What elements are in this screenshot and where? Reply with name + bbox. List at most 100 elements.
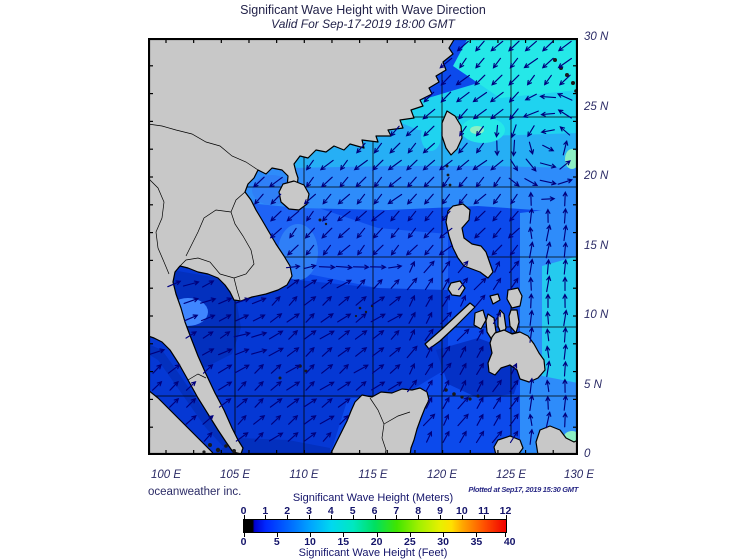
meters-tick: 0 xyxy=(240,505,247,517)
lon-label: 100 E xyxy=(150,469,182,481)
country-border-line xyxy=(185,209,232,257)
lat-label: 5 N xyxy=(584,378,602,391)
island-speck xyxy=(370,304,374,308)
lat-label: 0 xyxy=(584,448,591,460)
feet-tick: 15 xyxy=(337,536,350,548)
colorbar-tick xyxy=(476,533,478,537)
colorbar-tick xyxy=(330,515,332,519)
island-speck xyxy=(208,443,212,447)
sea-taiwan-strait xyxy=(421,121,441,151)
land-taiwan xyxy=(441,110,463,156)
colorbar-tick xyxy=(243,515,245,519)
lat-label: 25 N xyxy=(584,100,609,113)
meters-tick: 7 xyxy=(393,505,400,517)
land-panay xyxy=(473,309,487,330)
colorbar-tick xyxy=(343,533,345,537)
country-border-line xyxy=(147,123,259,171)
lat-label: 30 N xyxy=(584,31,609,43)
meters-tick: 10 xyxy=(455,505,468,517)
lat-label: 10 N xyxy=(584,309,609,321)
country-border-line xyxy=(177,257,221,275)
feet-tick: 0 xyxy=(240,536,247,548)
lon-label: 120 E xyxy=(426,469,458,481)
small-islands xyxy=(202,58,578,454)
land-borneo xyxy=(329,387,430,456)
meters-tick: 12 xyxy=(499,505,512,517)
island-speck xyxy=(571,81,575,85)
feet-tick: 20 xyxy=(370,536,383,548)
colorbar-tick xyxy=(504,533,506,537)
island-speck xyxy=(354,314,358,318)
island-speck xyxy=(446,173,450,177)
country-borders xyxy=(147,123,411,456)
landmasses xyxy=(147,37,579,456)
colorbar-tick xyxy=(243,533,245,537)
colorbar-tick xyxy=(310,533,312,537)
colorbar-tick xyxy=(409,533,411,537)
land-hainan xyxy=(278,180,310,211)
meters-tick: 11 xyxy=(478,505,490,517)
colorbar-tick xyxy=(443,533,445,537)
island-speck xyxy=(278,376,282,380)
island-speck xyxy=(215,447,221,453)
meters-tick: 9 xyxy=(437,505,443,517)
colorbar-tick xyxy=(505,515,507,519)
colorbar-tick xyxy=(352,515,354,519)
feet-tick: 5 xyxy=(273,536,280,548)
lon-label: 105 E xyxy=(219,469,251,481)
island-speck xyxy=(448,183,452,187)
island-speck xyxy=(304,369,308,373)
colorbar-tick xyxy=(376,533,378,537)
country-border-line xyxy=(147,177,170,275)
lon-label: 125 E xyxy=(495,469,527,481)
land-sulawesi-west xyxy=(493,435,524,456)
island-speck xyxy=(452,392,456,396)
meters-tick: 8 xyxy=(415,505,422,517)
wave-direction-arrows xyxy=(149,40,573,445)
country-border-line xyxy=(369,397,387,456)
colorbar-tick xyxy=(461,515,463,519)
wave-height-map xyxy=(147,37,580,456)
land-luzon xyxy=(445,203,494,279)
land-china-indochina xyxy=(147,37,456,455)
legend-feet-label: Significant Wave Height (Feet) xyxy=(298,547,448,559)
island-speck xyxy=(324,222,328,226)
colorbar-tick xyxy=(396,515,398,519)
island-speck xyxy=(444,388,448,392)
colorbar-tick xyxy=(374,515,376,519)
island-speck xyxy=(553,58,557,62)
colorbar-tick xyxy=(276,533,278,537)
colorbar-tick xyxy=(309,515,310,519)
meters-tick: 3 xyxy=(306,505,312,517)
sea-green-taiwan xyxy=(470,126,484,134)
country-border-line xyxy=(187,373,207,381)
island-speck xyxy=(358,306,362,310)
sea-pacific-cyan xyxy=(542,256,578,383)
legend-meters-label: Significant Wave Height (Meters) xyxy=(292,492,454,504)
lon-label: 130 E xyxy=(563,469,595,481)
island-speck xyxy=(202,450,206,454)
feet-tick: 30 xyxy=(437,536,449,548)
meters-tick: 4 xyxy=(327,505,334,517)
page-title: Significant Wave Height with Wave Direct… xyxy=(240,3,486,17)
lat-label: 20 N xyxy=(584,170,609,182)
map-frame xyxy=(147,37,579,456)
colorbar-tick xyxy=(287,515,289,519)
valid-time: Valid For Sep-17-2019 18:00 GMT xyxy=(271,17,455,31)
island-speck xyxy=(476,394,480,398)
plotted-note: Plotted at Sep17, 2019 15:30 GMT xyxy=(468,485,578,494)
island-speck xyxy=(224,444,228,448)
lon-label: 115 E xyxy=(358,469,388,481)
colorbar-tick xyxy=(418,515,420,519)
land-masbate xyxy=(489,293,501,305)
island-speck xyxy=(318,218,322,222)
island-speck xyxy=(565,73,569,77)
island-speck xyxy=(232,449,236,453)
credit-text: oceanweather inc. xyxy=(148,486,242,498)
country-border-line xyxy=(219,191,255,279)
meters-tick: 6 xyxy=(371,505,378,517)
feet-tick: 10 xyxy=(304,536,316,548)
wave-height-colorbar xyxy=(243,519,507,533)
meters-tick: 5 xyxy=(349,505,356,517)
